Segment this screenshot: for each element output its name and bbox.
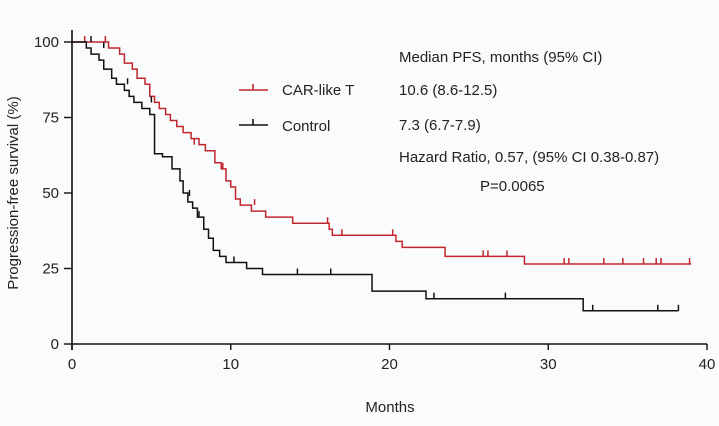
median-pfs-header: Median PFS, months (95% CI) [399, 49, 602, 66]
km-curve-car-like-t [72, 41, 692, 265]
annotations: Median PFS, months (95% CI) 10.6 (8.6-12… [399, 49, 659, 195]
car-median-pfs: 10.6 (8.6-12.5) [399, 82, 497, 99]
x-axis-title: Months [365, 399, 414, 416]
x-tick-label: 20 [381, 356, 398, 373]
y-tick-label: 100 [34, 34, 59, 51]
y-axis-title: Progression-free survival (%) [5, 96, 22, 289]
y-tick-label: 25 [42, 261, 59, 278]
legend-item-control: Control [239, 118, 330, 135]
p-value: P=0.0065 [480, 178, 545, 195]
control-median-pfs: 7.3 (6.7-7.9) [399, 117, 481, 134]
axes: 0 10 20 30 40 0 25 50 75 100 [34, 30, 715, 373]
curves [72, 36, 692, 312]
legend-label-car-like-t: CAR-like T [282, 82, 354, 99]
x-tick-label: 40 [699, 356, 716, 373]
legend-label-control: Control [282, 118, 330, 135]
legend: CAR-like T Control [239, 82, 354, 135]
km-curve-control [72, 41, 679, 312]
y-tick-label: 50 [42, 185, 59, 202]
x-tick-label: 30 [540, 356, 557, 373]
y-tick-label: 75 [42, 110, 59, 127]
x-tick-label: 0 [68, 356, 76, 373]
y-tick-label: 0 [51, 336, 59, 353]
hazard-ratio: Hazard Ratio, 0.57, (95% CI 0.38-0.87) [399, 149, 659, 166]
legend-item-car-like-t: CAR-like T [239, 82, 354, 99]
x-tick-label: 10 [222, 356, 239, 373]
